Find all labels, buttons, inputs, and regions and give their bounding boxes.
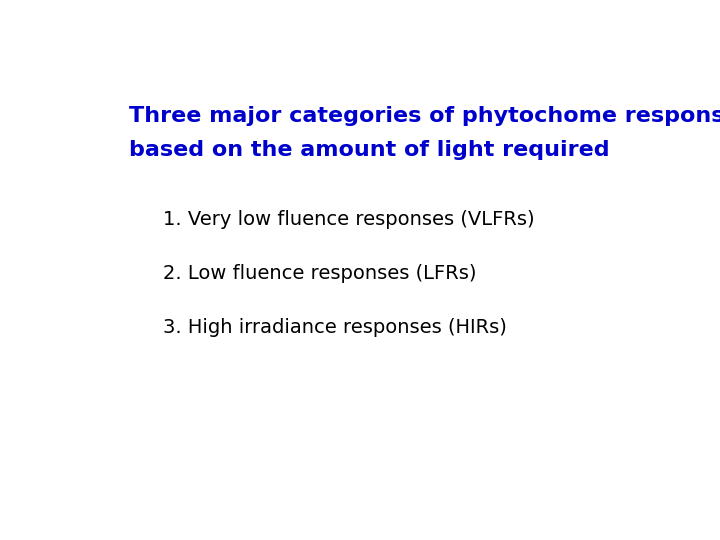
Text: 3. High irradiance responses (HIRs): 3. High irradiance responses (HIRs) (163, 319, 506, 338)
Text: 1. Very low fluence responses (VLFRs): 1. Very low fluence responses (VLFRs) (163, 210, 534, 230)
Text: 2. Low fluence responses (LFRs): 2. Low fluence responses (LFRs) (163, 265, 476, 284)
Text: Three major categories of phytochome responses: Three major categories of phytochome res… (129, 106, 720, 126)
Text: based on the amount of light required: based on the amount of light required (129, 140, 610, 160)
